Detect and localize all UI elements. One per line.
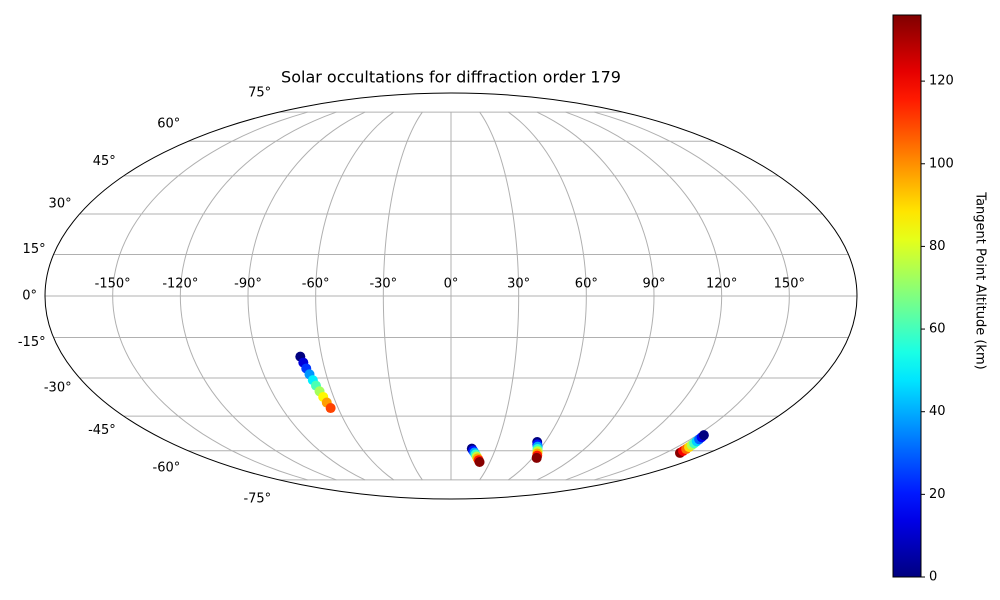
colorbar-tick-label: 0 xyxy=(929,570,937,585)
x-tick-label: 0° xyxy=(444,277,459,292)
colorbar-tick-label: 100 xyxy=(929,156,954,171)
colorbar-tick-label: 120 xyxy=(929,74,954,89)
y-tick-label: -60° xyxy=(153,461,181,476)
grid-line xyxy=(112,111,308,481)
grid-line xyxy=(179,111,337,481)
x-tick-label: -60° xyxy=(302,277,330,292)
x-tick-label: -90° xyxy=(234,277,262,292)
colorbar-tick-label: 40 xyxy=(929,404,946,419)
colorbar-tick-label: 80 xyxy=(929,239,946,254)
colorbar-tick-label: 20 xyxy=(929,487,946,502)
grid-line xyxy=(536,111,655,481)
colorbar xyxy=(892,14,922,578)
y-tick-label: 0° xyxy=(22,289,37,304)
map-boundary xyxy=(44,92,858,500)
scatter-point xyxy=(531,452,542,463)
y-tick-label: 15° xyxy=(23,242,46,257)
x-tick-label: 120° xyxy=(706,277,737,292)
y-tick-label: 75° xyxy=(248,85,271,100)
y-tick-label: 30° xyxy=(49,196,72,211)
chart-title: Solar occultations for diffraction order… xyxy=(281,68,621,87)
x-tick-label: -30° xyxy=(369,277,397,292)
grid-line xyxy=(507,111,587,481)
y-tick-label: -15° xyxy=(18,335,46,350)
grid-line xyxy=(247,111,366,481)
grid-line xyxy=(594,111,790,481)
colorbar-label: Tangent Point Altitude (km) xyxy=(973,191,988,369)
scatter-point xyxy=(698,430,709,441)
grid-line xyxy=(315,111,395,481)
x-tick-label: 90° xyxy=(642,277,665,292)
scatter-point xyxy=(325,403,336,414)
grid-line xyxy=(382,111,423,481)
x-tick-label: -120° xyxy=(162,277,198,292)
x-tick-label: 150° xyxy=(774,277,805,292)
y-tick-label: 45° xyxy=(93,154,116,169)
grid-line xyxy=(479,111,520,481)
scatter-point xyxy=(474,457,485,468)
y-tick-label: -75° xyxy=(243,492,271,507)
x-tick-label: 30° xyxy=(507,277,530,292)
x-tick-label: 60° xyxy=(575,277,598,292)
x-tick-label: -150° xyxy=(95,277,131,292)
colorbar-tick-label: 60 xyxy=(929,322,946,337)
grid-line xyxy=(565,111,723,481)
y-tick-label: -45° xyxy=(88,423,116,438)
y-tick-label: 60° xyxy=(157,116,180,131)
y-tick-label: -30° xyxy=(44,381,72,396)
